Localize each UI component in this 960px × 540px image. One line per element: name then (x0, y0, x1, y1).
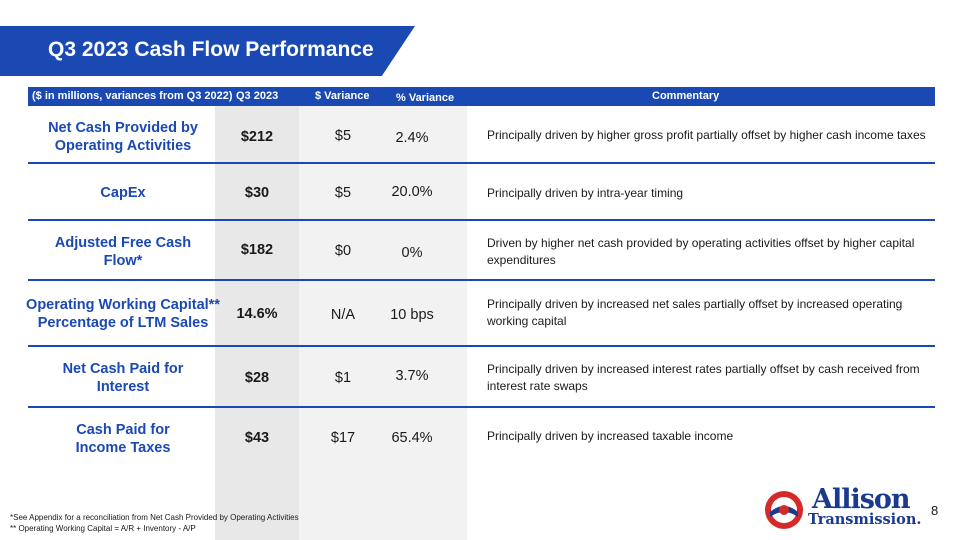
header-units: ($ in millions, variances from Q3 2022) (32, 90, 233, 102)
row-commentary: Principally driven by increased taxable … (487, 429, 734, 443)
q3-column-shading (215, 106, 299, 540)
table-header (28, 87, 935, 106)
header-commentary: Commentary (652, 90, 720, 102)
row-pct-variance: 10 bps (390, 307, 434, 323)
row-commentary: Principally driven by increased interest… (487, 362, 920, 393)
page-number: 8 (931, 503, 939, 518)
page-title: Q3 2023 Cash Flow Performance (48, 38, 374, 61)
row-commentary: Principally driven by increased net sale… (487, 297, 903, 328)
row-q3-value: $30 (244, 185, 270, 201)
row-pct-variance: 2.4% (395, 130, 429, 146)
row-dollar-variance: $5 (334, 185, 352, 201)
row-pct-variance: 65.4% (391, 430, 433, 446)
row-commentary: Principally driven by higher gross profi… (487, 128, 926, 142)
row-divider (28, 162, 935, 164)
logo-wordmark-transmission: Transmission. (808, 511, 922, 528)
row-label-adjusted-fcf: Adjusted Free Cash Flow* (54, 235, 192, 269)
row-divider (28, 279, 935, 281)
header-q3: Q3 2023 (236, 90, 279, 102)
header-dollar-variance: $ Variance (315, 90, 370, 102)
row-commentary: Driven by higher net cash provided by op… (487, 236, 915, 267)
row-pct-variance: 3.7% (395, 368, 429, 384)
row-dollar-variance: $1 (334, 370, 352, 386)
row-q3-value: $182 (240, 242, 274, 258)
row-dollar-variance: $5 (334, 128, 352, 144)
row-dollar-variance: $17 (330, 430, 356, 446)
row-q3-value: $43 (244, 430, 270, 446)
row-label-working-capital: Operating Working Capital** Percentage o… (26, 297, 220, 331)
header-pct-variance: % Variance (396, 92, 455, 104)
row-divider (28, 219, 935, 221)
row-divider (28, 406, 935, 408)
row-label-cash-paid-interest: Net Cash Paid for Interest (62, 361, 184, 395)
allison-logo-mark-icon (765, 491, 803, 529)
row-q3-value: $212 (240, 129, 274, 145)
row-dollar-variance: $0 (334, 243, 352, 259)
row-q3-value: 14.6% (236, 306, 278, 322)
footnote-reconciliation: *See Appendix for a reconciliation from … (10, 513, 299, 522)
row-dollar-variance: N/A (330, 307, 356, 323)
row-divider (28, 345, 935, 347)
row-pct-variance: 0% (401, 245, 423, 261)
logo-wordmark-allison: Allison (812, 484, 911, 515)
row-label-income-taxes: Cash Paid for Income Taxes (75, 422, 171, 456)
footnote-working-capital: ** Operating Working Capital = A/R + Inv… (10, 524, 196, 533)
row-commentary: Principally driven by intra-year timing (487, 186, 684, 200)
row-label-capex: CapEx (100, 185, 146, 201)
title-banner (0, 26, 415, 76)
row-label-net-cash-operating: Net Cash Provided by Operating Activitie… (48, 120, 198, 154)
row-pct-variance: 20.0% (391, 184, 433, 200)
row-q3-value: $28 (244, 370, 270, 386)
variance-column-shading (299, 106, 467, 540)
